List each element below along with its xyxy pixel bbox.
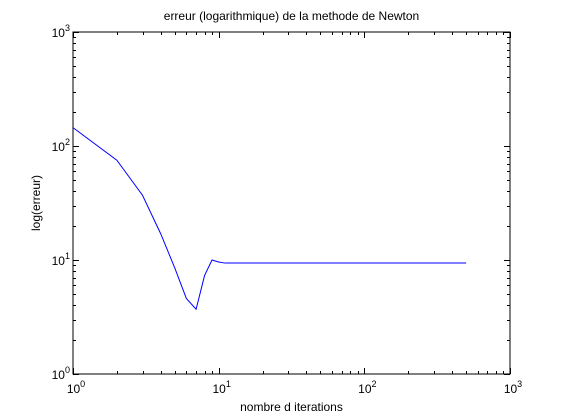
tick-labels: 100 101 102 103 100 101 102 103 <box>52 23 523 396</box>
series-layer <box>72 127 467 311</box>
y-tick-label: 100 <box>52 365 70 382</box>
y-tick-label: 103 <box>52 23 70 40</box>
series-line-0 <box>72 127 467 311</box>
axes-box <box>72 31 511 375</box>
y-tick-label: 102 <box>52 137 70 154</box>
x-axis-label: nombre d iterations <box>240 400 343 414</box>
plot-area <box>72 31 511 375</box>
x-tick-label: 101 <box>212 379 230 396</box>
x-tick-label: 100 <box>67 379 85 396</box>
y-tick-label: 101 <box>52 251 70 268</box>
ticks <box>73 32 511 375</box>
y-axis-label: log(erreur) <box>29 175 43 231</box>
x-tick-label: 103 <box>504 379 522 396</box>
x-tick-label: 102 <box>358 379 376 396</box>
chart-title: erreur (logarithmique) de la methode de … <box>164 9 419 23</box>
